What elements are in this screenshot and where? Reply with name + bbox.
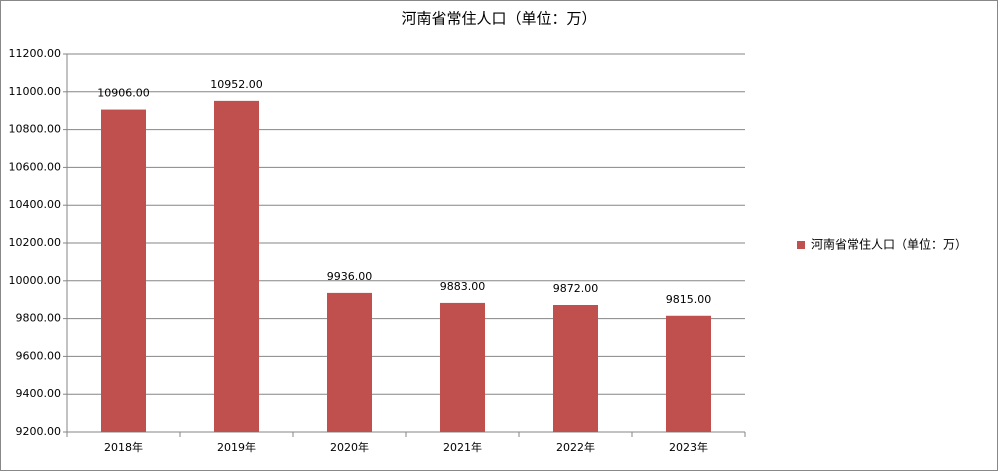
y-tick-label: 11200.00 — [9, 47, 62, 60]
y-tick-label: 10400.00 — [9, 198, 62, 211]
bar — [666, 315, 711, 432]
x-tick-label: 2020年 — [330, 440, 369, 454]
legend-text: 河南省常住人口（单位：万） — [811, 237, 967, 252]
x-tick-label: 2018年 — [104, 440, 143, 454]
value-label: 9883.00 — [440, 280, 486, 293]
chart-title: 河南省常住人口（单位：万） — [401, 10, 596, 28]
y-tick-label: 9400.00 — [16, 387, 62, 400]
value-label: 10906.00 — [97, 87, 150, 100]
y-tick-label: 10000.00 — [9, 274, 62, 287]
x-tick-label: 2021年 — [443, 440, 482, 454]
value-label: 9872.00 — [553, 282, 599, 295]
x-tick-label: 2022年 — [556, 440, 595, 454]
y-tick-label: 10200.00 — [9, 236, 62, 249]
value-label: 9815.00 — [666, 293, 712, 306]
x-tick-label: 2023年 — [669, 440, 708, 454]
legend-swatch — [797, 241, 805, 249]
y-tick-label: 10600.00 — [9, 160, 62, 173]
y-tick-label: 9800.00 — [16, 312, 62, 325]
y-tick-label: 9600.00 — [16, 349, 62, 362]
y-tick-label: 10800.00 — [9, 123, 62, 136]
bar — [327, 292, 372, 432]
bar — [440, 302, 485, 432]
bar — [214, 100, 259, 432]
y-tick-label: 9200.00 — [16, 425, 62, 438]
value-label: 9936.00 — [327, 270, 373, 283]
y-tick-label: 11000.00 — [9, 85, 62, 98]
value-label: 10952.00 — [210, 78, 263, 91]
bar — [101, 109, 146, 432]
bar — [553, 304, 598, 432]
x-tick-label: 2019年 — [217, 440, 256, 454]
